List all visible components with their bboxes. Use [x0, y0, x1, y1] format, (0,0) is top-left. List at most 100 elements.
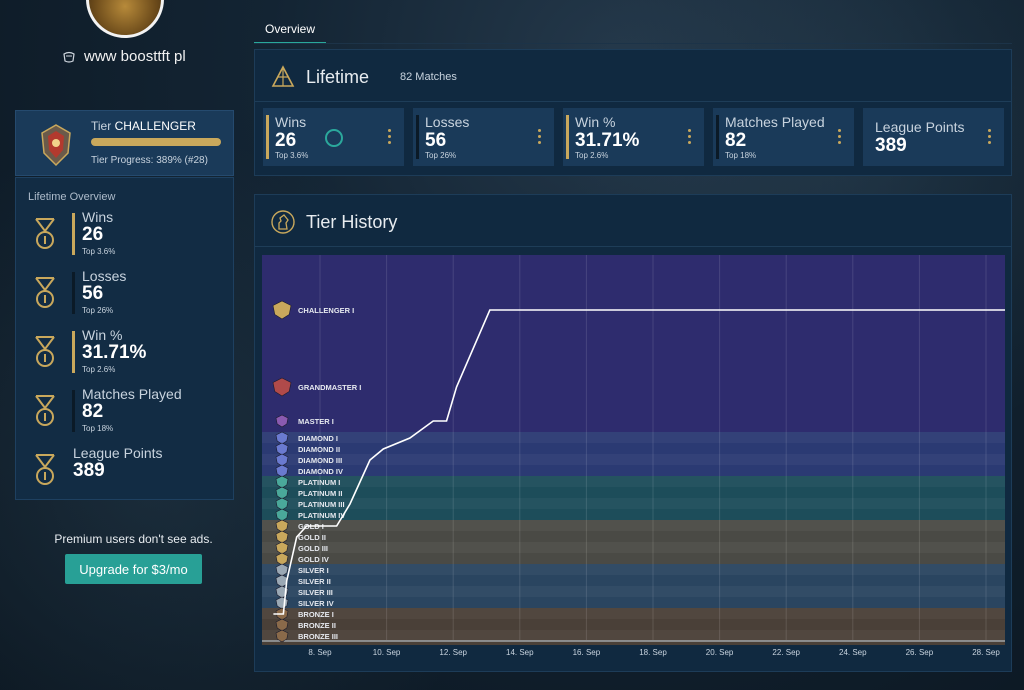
stat-rank: Top 18% [82, 424, 114, 433]
card-accent-bar [416, 115, 419, 159]
card-value: 26 [275, 130, 297, 151]
more-options-icon[interactable] [838, 129, 842, 145]
x-tick-label: 8. Sep [308, 648, 332, 657]
stat-accent-bar [72, 213, 75, 255]
tier-history-chart: 8. Sep 10. Sep 12. Sep 14. Sep 16. Sep 18. Se… [262, 255, 1005, 660]
x-tick-label: 24. Sep [839, 648, 867, 657]
medal-icon [35, 395, 55, 426]
tier-label: DIAMOND III [298, 456, 342, 465]
more-options-icon[interactable] [388, 129, 392, 145]
tier-label: BRONZE III [298, 632, 338, 641]
stat-accent-bar [72, 331, 75, 373]
tier-stripe [262, 454, 1005, 465]
card-label: Losses [425, 114, 470, 130]
tier-label: PLATINUM III [298, 500, 345, 509]
stat-label: Win % [82, 327, 123, 343]
medal-icon [35, 277, 55, 308]
tier-progress-fill [91, 138, 221, 146]
tab-divider [254, 43, 1012, 44]
card-value: 56 [425, 130, 447, 151]
lifetime-title: Lifetime [306, 67, 370, 87]
stat-value: 389 [73, 460, 105, 481]
tier-band-0 [262, 255, 1005, 432]
tier-label: BRONZE I [298, 610, 334, 619]
tier-history-header: Tier History [255, 195, 1011, 247]
card-rank: Top 18% [725, 151, 757, 160]
card-accent-bar [566, 115, 569, 159]
tier-label: PLATINUM IV [298, 511, 345, 520]
medal-icon [35, 218, 55, 249]
card-label: Wins [275, 114, 307, 130]
tier-stripe [262, 608, 1005, 619]
tier-stripe [262, 476, 1005, 487]
stat-value: 31.71% [82, 342, 147, 363]
stat-value: 26 [82, 224, 104, 245]
tier-label: GOLD III [298, 544, 328, 553]
card-rank: Top 26% [425, 151, 457, 160]
x-tick-label: 26. Sep [906, 648, 934, 657]
website-link[interactable]: www boosttft pl [62, 48, 186, 65]
lifetime-card-losses: Losses 56 Top 26% [413, 108, 554, 166]
tier-emblem-icon [275, 629, 289, 643]
overview-stat-losses: Losses 56 Top 26% [16, 268, 235, 320]
tier-history-chart-svg: 8. Sep 10. Sep 12. Sep 14. Sep 16. Sep 18. Se… [262, 255, 1005, 657]
tier-label: PLATINUM I [298, 478, 340, 487]
tier-stripe [262, 564, 1005, 575]
stat-value: 82 [82, 401, 104, 422]
tier-prefix: Tier [91, 119, 112, 133]
overview-stat-league-points: League Points 389 [16, 445, 235, 497]
x-tick-label: 16. Sep [573, 648, 601, 657]
card-value: 82 [725, 130, 747, 151]
tier-progress-bar [91, 138, 221, 146]
x-tick-label: 14. Sep [506, 648, 534, 657]
upgrade-button[interactable]: Upgrade for $3/mo [65, 554, 202, 584]
tier-stripe [262, 586, 1005, 597]
tab-overview[interactable]: Overview [254, 20, 326, 44]
tier-label: SILVER IV [298, 599, 334, 608]
tier-band-5 [262, 608, 1005, 645]
tier-history-line [273, 309, 1005, 615]
stat-value: 56 [82, 283, 104, 304]
card-accent-bar [266, 115, 269, 159]
more-options-icon[interactable] [538, 129, 542, 145]
tier-band-2 [262, 476, 1005, 520]
x-tick-label: 10. Sep [373, 648, 401, 657]
tier-label: SILVER III [298, 588, 333, 597]
tier-label: SILVER I [298, 566, 329, 575]
tier-stripe [262, 498, 1005, 509]
tier-label: PLATINUM II [298, 489, 342, 498]
tier-label: GOLD II [298, 533, 326, 542]
tier-stripe [262, 630, 1005, 641]
tier-label: MASTER I [298, 417, 334, 426]
lifetime-matches: 82 Matches [400, 71, 457, 83]
tier-label: BRONZE II [298, 621, 336, 630]
card-accent-bar [716, 115, 719, 159]
stat-rank: Top 3.6% [82, 247, 116, 256]
stat-label: League Points [73, 445, 163, 461]
tier-label: Tier CHALLENGER [91, 119, 196, 133]
x-tick-label: 18. Sep [639, 648, 667, 657]
x-tick-label: 20. Sep [706, 648, 734, 657]
lifetime-card-win-pct: Win % 31.71% Top 2.6% [563, 108, 704, 166]
more-options-icon[interactable] [688, 129, 692, 145]
tier-label: DIAMOND I [298, 434, 338, 443]
card-label: Matches Played [725, 114, 825, 130]
tier-stripe [262, 520, 1005, 531]
tier-name: CHALLENGER [114, 119, 196, 133]
lifetime-card-league-points: League Points 389 [863, 108, 1004, 166]
overview-stat-wins: Wins 26 Top 3.6% [16, 209, 235, 261]
website-text[interactable]: www boosttft pl [84, 48, 186, 65]
tier-emblem-icon [272, 377, 292, 397]
tier-band-3 [262, 520, 1005, 564]
tier-stripe [262, 542, 1005, 553]
overview-stat-matches: Matches Played 82 Top 18% [16, 386, 235, 438]
tier-card: Tier CHALLENGER Tier Progress: 389% (#28… [15, 110, 234, 176]
tier-band-1 [262, 432, 1005, 476]
tier-stripe [262, 432, 1005, 443]
more-options-icon[interactable] [988, 129, 992, 145]
card-value: 31.71% [575, 130, 640, 151]
stat-accent-bar [72, 272, 75, 314]
stat-label: Losses [82, 268, 127, 284]
stat-rank: Top 2.6% [82, 365, 116, 374]
x-tick-label: 12. Sep [439, 648, 467, 657]
